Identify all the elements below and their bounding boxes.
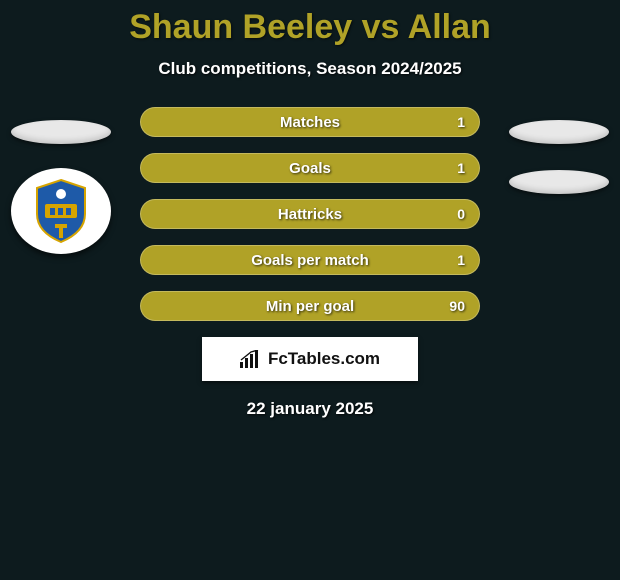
stat-bar: Goals per match 1 xyxy=(140,245,480,275)
stat-bar: Matches 1 xyxy=(140,107,480,137)
stat-label: Goals xyxy=(289,160,331,177)
stat-label: Matches xyxy=(280,114,340,131)
stat-value: 0 xyxy=(457,206,465,222)
club-crest xyxy=(11,168,111,254)
footer-logo: FcTables.com xyxy=(202,337,418,381)
date-text: 22 january 2025 xyxy=(0,399,620,419)
stat-value: 1 xyxy=(457,252,465,268)
player-pill xyxy=(11,120,111,144)
page-title: Shaun Beeley vs Allan xyxy=(0,8,620,47)
player-pill xyxy=(509,170,609,194)
stat-row: Min per goal 90 xyxy=(0,291,620,321)
right-player-column xyxy=(504,120,614,194)
stat-bar: Min per goal 90 xyxy=(140,291,480,321)
stat-label: Goals per match xyxy=(251,252,369,269)
stat-value: 1 xyxy=(457,114,465,130)
stat-label: Min per goal xyxy=(266,298,354,315)
stat-bar: Hattricks 0 xyxy=(140,199,480,229)
subtitle: Club competitions, Season 2024/2025 xyxy=(0,59,620,79)
left-player-column xyxy=(6,120,116,254)
stat-value: 1 xyxy=(457,160,465,176)
stat-label: Hattricks xyxy=(278,206,342,223)
stat-bar: Goals 1 xyxy=(140,153,480,183)
stat-value: 90 xyxy=(449,298,465,314)
footer-logo-text: FcTables.com xyxy=(268,349,380,369)
chart-icon xyxy=(240,350,262,368)
player-pill xyxy=(509,120,609,144)
